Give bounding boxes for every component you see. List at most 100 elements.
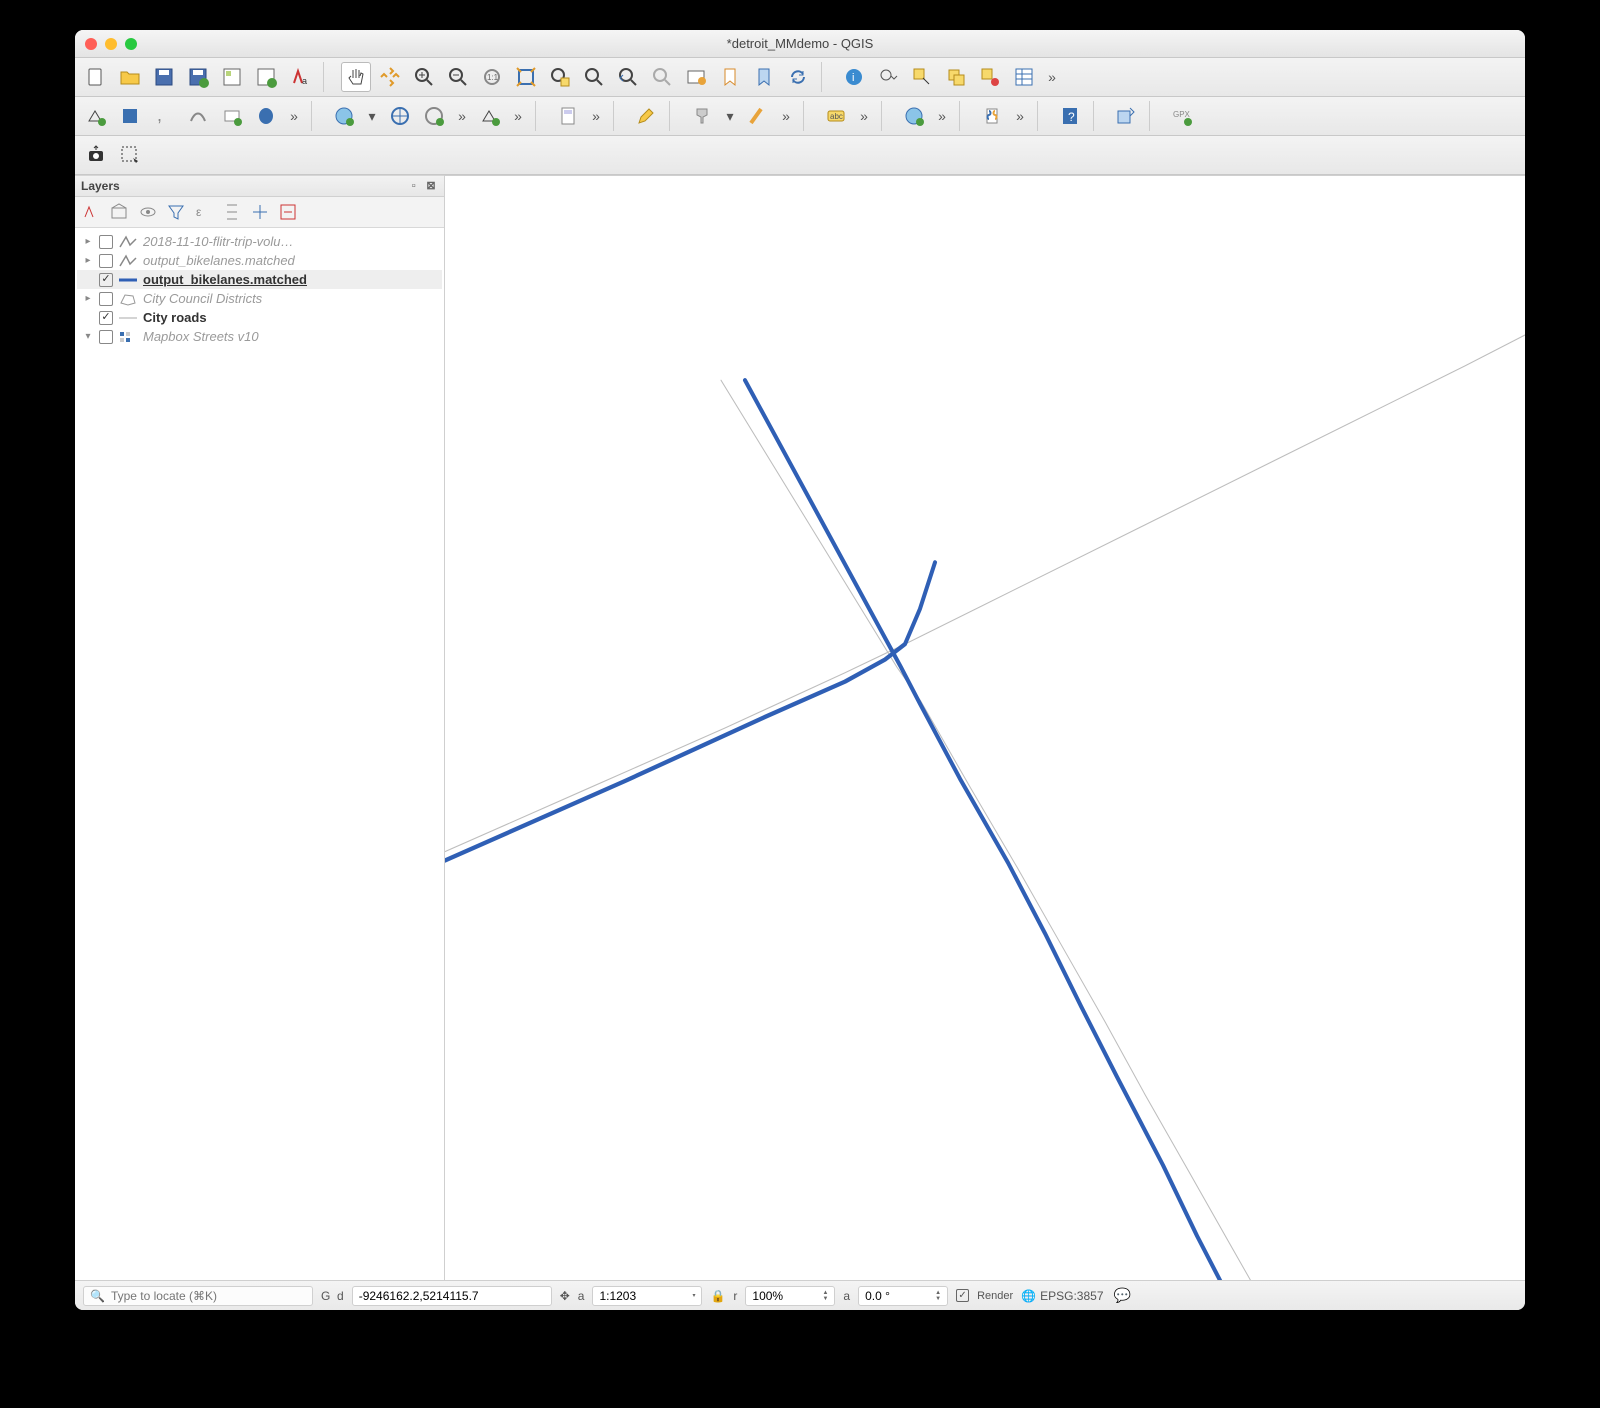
new-spatialite-button[interactable] [183, 101, 213, 131]
refresh-button[interactable] [783, 62, 813, 92]
style-preset-button[interactable] [81, 201, 103, 223]
toolbar-overflow[interactable]: » [855, 108, 873, 124]
layer-checkbox[interactable] [99, 330, 113, 344]
layer-row[interactable]: ▾Mapbox Streets v10 [77, 327, 442, 346]
expand-all-button[interactable] [221, 201, 243, 223]
new-bookmark-button[interactable] [715, 62, 745, 92]
scale-input[interactable] [599, 1289, 684, 1303]
style-manager-button[interactable]: a [285, 62, 315, 92]
layout-manager-button[interactable] [217, 62, 247, 92]
locator-search[interactable]: 🔍 [83, 1286, 313, 1306]
new-geopackage-button[interactable] [115, 101, 145, 131]
label-button[interactable]: abc [821, 101, 851, 131]
new-vector-layer-button[interactable] [81, 101, 111, 131]
open-project-button[interactable] [115, 62, 145, 92]
toolbar-overflow[interactable]: ▾ [363, 108, 381, 125]
layer-checkbox[interactable] [99, 235, 113, 249]
add-wcs-button[interactable] [419, 101, 449, 131]
help-button[interactable]: ? [1055, 101, 1085, 131]
attribute-table-button[interactable] [1009, 62, 1039, 92]
toolbar-overflow[interactable]: » [1011, 108, 1029, 124]
locator-input[interactable] [111, 1289, 306, 1303]
zoom-last-button[interactable] [613, 62, 643, 92]
rotation-field[interactable]: ▲▼ [858, 1286, 948, 1306]
add-wfs-button[interactable] [385, 101, 415, 131]
postgis-button[interactable] [251, 101, 281, 131]
rotation-input[interactable] [865, 1289, 927, 1303]
field-calc-button[interactable] [553, 101, 583, 131]
select-rect-button[interactable] [115, 140, 145, 170]
new-project-button[interactable] [81, 62, 111, 92]
python-console-button[interactable] [977, 101, 1007, 131]
collapse-all-button[interactable] [249, 201, 271, 223]
toolbar-overflow[interactable]: » [285, 108, 303, 124]
zoom-out-button[interactable] [443, 62, 473, 92]
current-edits-button[interactable] [743, 101, 773, 131]
show-bookmarks-button[interactable] [749, 62, 779, 92]
add-wms-button[interactable] [329, 101, 359, 131]
layer-checkbox[interactable] [99, 254, 113, 268]
web-button[interactable] [899, 101, 929, 131]
rotation-spinner[interactable]: ▲▼ [935, 1290, 941, 1302]
zoom-to-selection-button[interactable] [545, 62, 575, 92]
zoom-to-layer-button[interactable] [579, 62, 609, 92]
layer-row[interactable]: ▸output_bikelanes.matched [77, 251, 442, 270]
scale-dropdown[interactable]: ▾ [692, 1293, 695, 1299]
select-by-expression-button[interactable] [975, 62, 1005, 92]
zoom-next-button[interactable] [647, 62, 677, 92]
layer-tree[interactable]: ▸2018-11-10-flitr-trip-volu…▸output_bike… [75, 228, 444, 1280]
plugin-a-button[interactable] [1111, 101, 1141, 131]
expand-arrow[interactable]: ▸ [81, 293, 95, 304]
coordinate-field[interactable] [352, 1286, 552, 1306]
export-image-button[interactable] [81, 140, 111, 170]
new-map-view-button[interactable] [681, 62, 711, 92]
panel-close-button[interactable]: ⊠ [424, 179, 438, 193]
new-shapefile-button[interactable]: , [149, 101, 179, 131]
pan-to-selection-button[interactable] [375, 62, 405, 92]
zoom-in-button[interactable] [409, 62, 439, 92]
toolbar-overflow[interactable]: » [453, 108, 471, 124]
layer-checkbox[interactable]: ✓ [99, 311, 113, 325]
expand-arrow[interactable]: ▾ [81, 331, 95, 342]
magnifier-spinner[interactable]: ▲▼ [822, 1290, 828, 1302]
save-project-button[interactable] [149, 62, 179, 92]
layer-row[interactable]: ▸2018-11-10-flitr-trip-volu… [77, 232, 442, 251]
toggle-editing-button[interactable] [631, 101, 661, 131]
magnifier-input[interactable] [752, 1289, 814, 1303]
deselect-button[interactable] [941, 62, 971, 92]
paint-button[interactable] [687, 101, 717, 131]
messages-button[interactable]: 💬 [1112, 1287, 1134, 1304]
toolbar-overflow[interactable]: » [509, 108, 527, 124]
zoom-full-button[interactable] [511, 62, 541, 92]
identify-dropdown[interactable] [873, 62, 903, 92]
new-layout-button[interactable] [251, 62, 281, 92]
expression-filter-button[interactable]: ε [193, 201, 215, 223]
expand-arrow[interactable]: ▸ [81, 255, 95, 266]
crs-button[interactable]: 🌐 EPSG:3857 [1021, 1289, 1103, 1303]
zoom-native-button[interactable]: 1:1 [477, 62, 507, 92]
map-canvas[interactable] [445, 175, 1525, 1280]
lock-icon[interactable]: 🔒 [710, 1289, 725, 1303]
save-as-button[interactable] [183, 62, 213, 92]
layer-row[interactable]: ✓output_bikelanes.matched [77, 270, 442, 289]
remove-layer-button[interactable] [277, 201, 299, 223]
scale-field[interactable]: ▾ [592, 1286, 702, 1306]
expand-arrow[interactable]: ▸ [81, 236, 95, 247]
layer-row[interactable]: ✓City roads [77, 308, 442, 327]
filter-legend-button[interactable] [165, 201, 187, 223]
coord-icon[interactable]: ✥ [560, 1289, 570, 1303]
new-virtual-layer-button[interactable] [217, 101, 247, 131]
identify-button[interactable]: i [839, 62, 869, 92]
toolbar-overflow[interactable]: » [777, 108, 795, 124]
gpx-button[interactable]: GPX [1167, 101, 1197, 131]
layer-checkbox[interactable]: ✓ [99, 273, 113, 287]
magnifier-field[interactable]: ▲▼ [745, 1286, 835, 1306]
coordinate-input[interactable] [359, 1289, 545, 1303]
select-features-button[interactable] [907, 62, 937, 92]
render-checkbox[interactable]: ✓ [956, 1289, 969, 1302]
layer-group-button[interactable] [109, 201, 131, 223]
panel-float-button[interactable]: ▫ [407, 180, 421, 194]
layer-checkbox[interactable] [99, 292, 113, 306]
layer-row[interactable]: ▸City Council Districts [77, 289, 442, 308]
toolbar-overflow[interactable]: » [933, 108, 951, 124]
